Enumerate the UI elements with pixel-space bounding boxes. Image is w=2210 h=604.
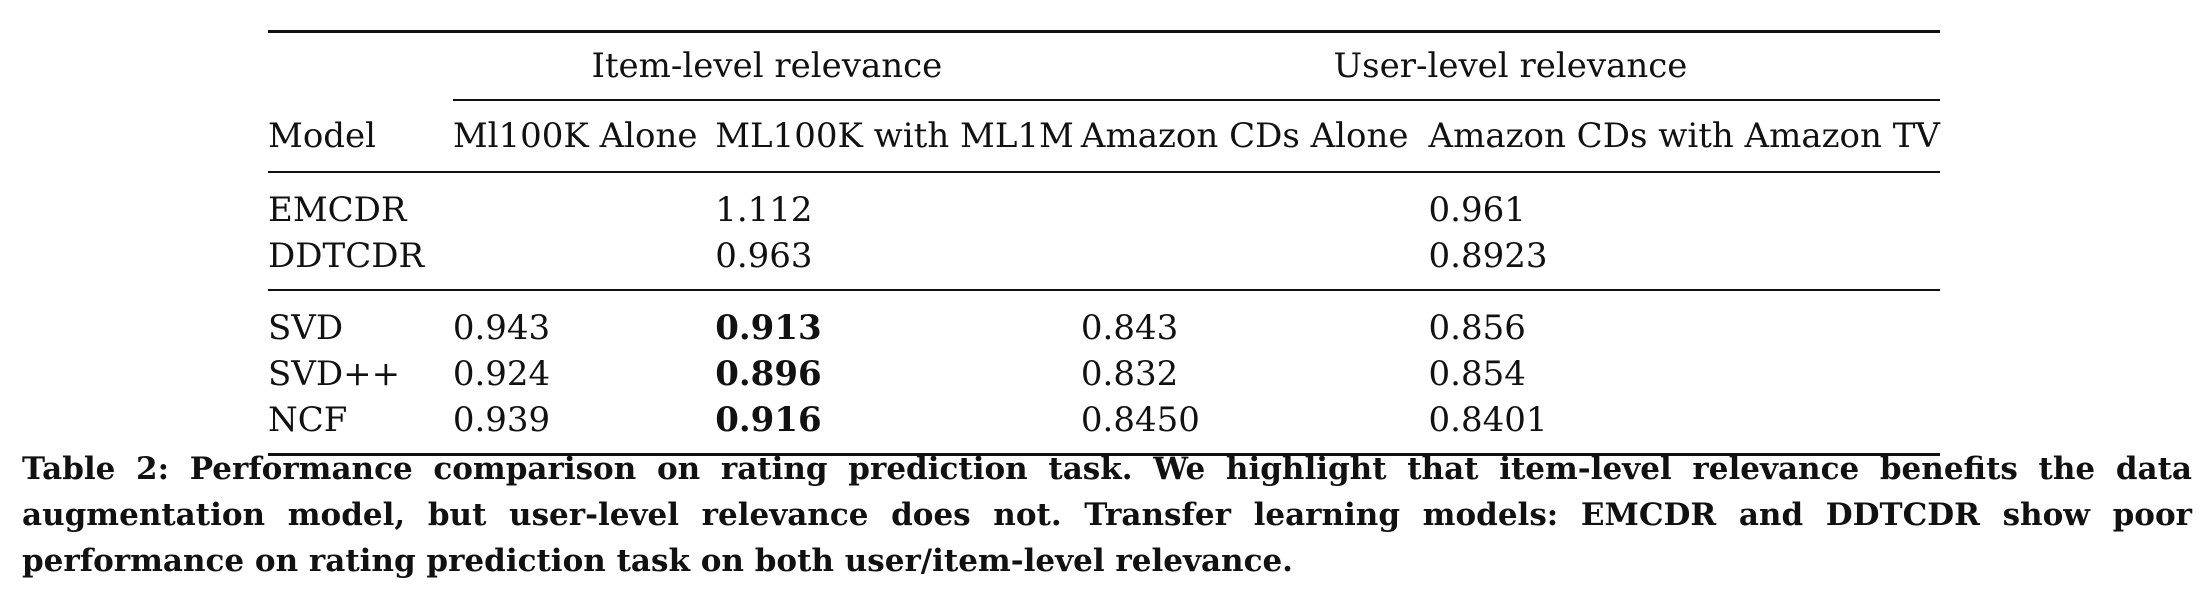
cell-model: EMCDR [268, 171, 453, 233]
cell-model: SVD [268, 289, 453, 351]
cell-cds-with-tv: 0.856 [1428, 289, 1940, 351]
table-row: DDTCDR 0.963 0.8923 [268, 233, 1940, 290]
table-row: NCF 0.939 0.916 0.8450 0.8401 [268, 397, 1940, 456]
cell-cds-alone: 0.843 [1080, 289, 1429, 351]
group-header-spacer [268, 30, 453, 100]
table-row: SVD 0.943 0.913 0.843 0.856 [268, 289, 1940, 351]
table-caption: Table 2: Performance comparison on ratin… [22, 451, 2192, 579]
column-header-ml100k-alone: Ml100K Alone [452, 116, 698, 156]
cell-cds-alone: 0.8450 [1080, 397, 1429, 456]
cell-model: DDTCDR [268, 236, 425, 276]
results-table: Item-level relevance User-level relevanc… [268, 30, 1940, 456]
cell-cds-with-tv: 0.961 [1428, 171, 1940, 233]
table-row: SVD++ 0.924 0.896 0.832 0.854 [268, 351, 1940, 397]
cell-cds-with-tv: 0.854 [1428, 354, 1526, 394]
cell-model: SVD++ [268, 354, 401, 394]
cell-cds-alone [1081, 233, 1429, 290]
cell-ml100k-with-ml1m: 0.913 [715, 289, 1081, 351]
cell-ml100k-alone: 0.943 [452, 289, 716, 351]
cell-cds-alone: 0.832 [1080, 354, 1179, 394]
group-header-item-level: Item-level relevance [452, 30, 1081, 101]
cell-cds-with-tv: 0.8923 [1428, 236, 1548, 276]
cell-cds-alone [1080, 171, 1429, 233]
cell-cds-with-tv: 0.8401 [1428, 397, 1940, 456]
cell-ml100k-with-ml1m: 1.112 [715, 171, 1081, 233]
cell-ml100k-with-ml1m: 0.963 [715, 236, 813, 276]
column-header-cds-alone: Amazon CDs Alone [1080, 116, 1409, 156]
group-header-row: Item-level relevance User-level relevanc… [268, 30, 1940, 101]
cell-ml100k-with-ml1m: 0.916 [715, 397, 1081, 456]
group-header-user-level: User-level relevance [1080, 30, 1940, 101]
column-header-row: Model Ml100K Alone ML100K with ML1M Amaz… [268, 100, 1940, 172]
table-row: EMCDR 1.112 0.961 [268, 171, 1940, 233]
cell-ml100k-alone [452, 171, 716, 233]
cell-ml100k-alone: 0.939 [452, 397, 716, 456]
results-table-container: Item-level relevance User-level relevanc… [268, 30, 1940, 456]
column-header-cds-with-tv: Amazon CDs with Amazon TV [1428, 116, 1940, 156]
cell-ml100k-alone [453, 233, 715, 290]
column-header-ml100k-with-ml1m: ML100K with ML1M [715, 116, 1074, 156]
cell-ml100k-with-ml1m: 0.896 [715, 354, 822, 394]
column-header-model: Model [268, 115, 377, 156]
cell-model: NCF [268, 397, 453, 456]
cell-ml100k-alone: 0.924 [452, 354, 551, 394]
